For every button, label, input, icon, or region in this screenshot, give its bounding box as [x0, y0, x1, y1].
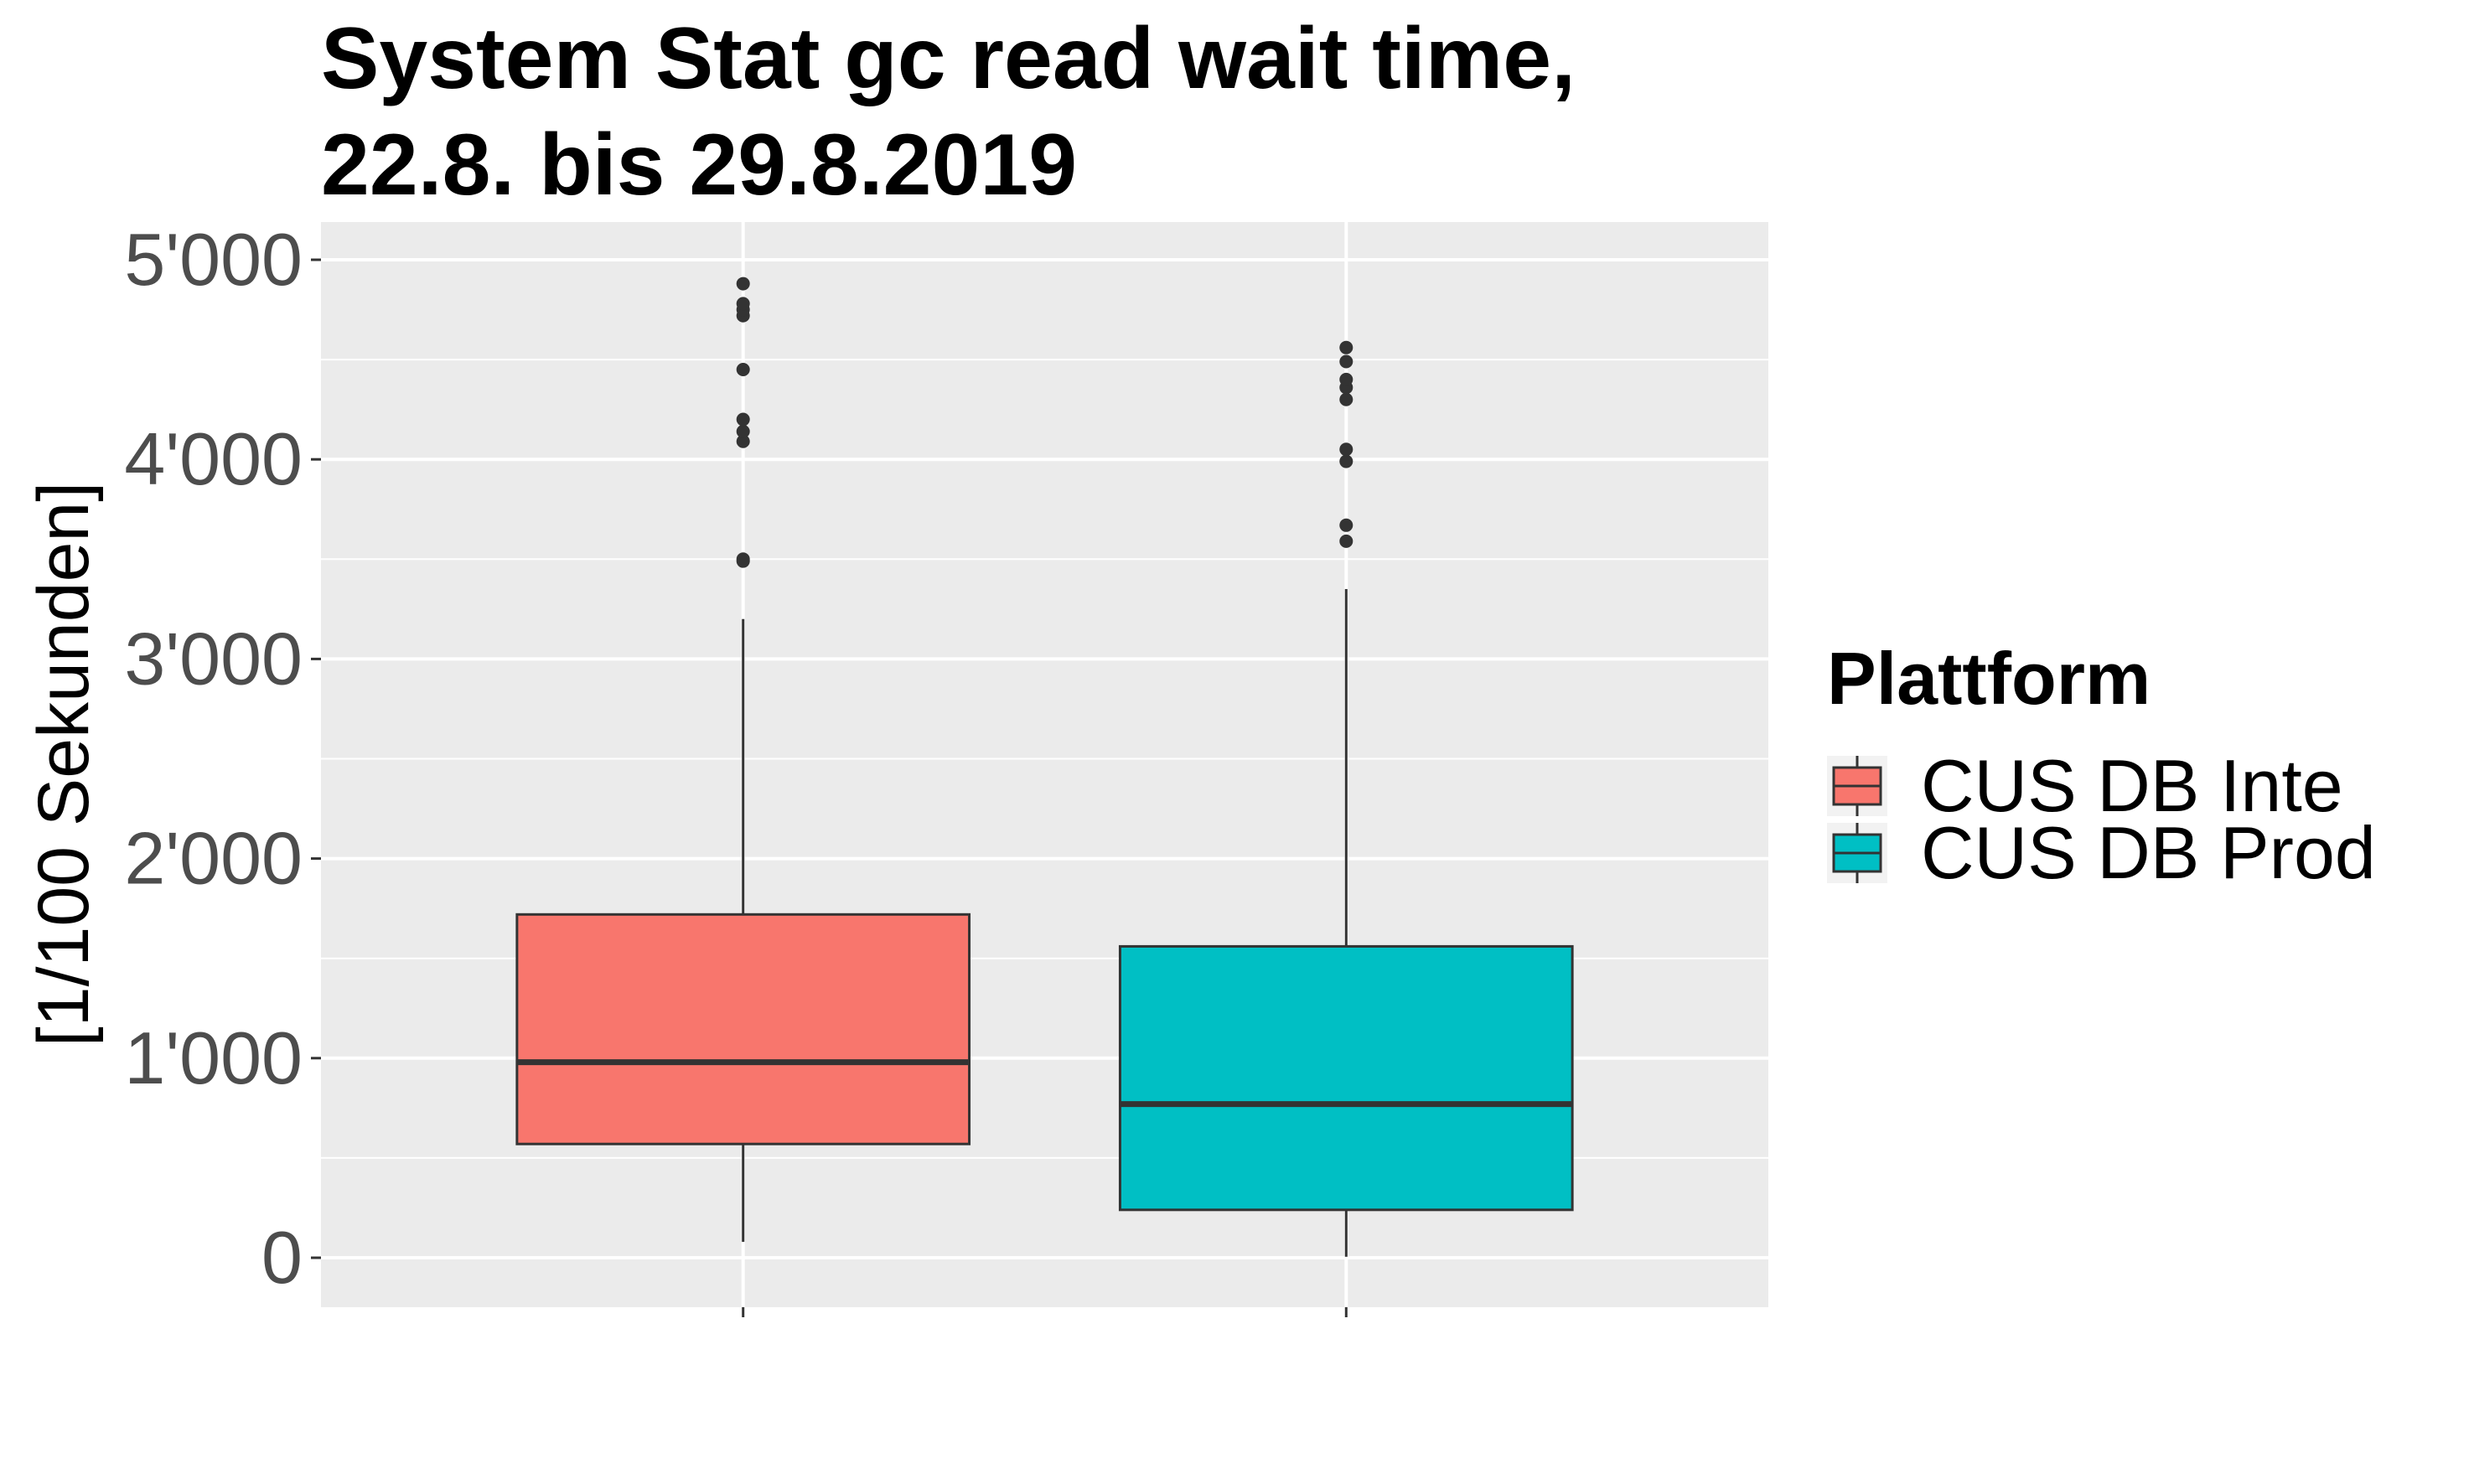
outlier-point: [736, 424, 750, 438]
box-1: [515, 277, 971, 1242]
y-tick-label: 1'000: [124, 1016, 303, 1099]
legend-label: CUS DB Inte: [1921, 744, 2343, 827]
box-2: [1118, 340, 1574, 1257]
y-tick-label: 2'000: [124, 817, 303, 900]
chart-title-line-1: System Stat gc read wait time,: [321, 10, 1576, 107]
outlier-point: [1339, 534, 1353, 548]
outlier-point: [1339, 354, 1353, 369]
y-axis-title: [1/100 Sekunden]: [23, 482, 104, 1047]
outlier-point: [1339, 454, 1353, 468]
y-tick-label: 4'000: [124, 417, 303, 500]
y-axis: 0 1'000 2'000 3'000 4'000 5'000: [124, 218, 321, 1299]
outlier-point: [736, 412, 750, 427]
outlier-point: [736, 297, 750, 311]
x-axis: [742, 1307, 1348, 1317]
y-tick-label: 0: [261, 1216, 303, 1299]
outlier-point: [736, 434, 750, 448]
y-tick-label: 5'000: [124, 218, 303, 301]
box-iqr: [515, 913, 971, 1145]
legend-entry-2: CUS DB Prod: [1827, 811, 2376, 894]
outlier-point: [1339, 372, 1353, 386]
legend-entry-1: CUS DB Inte: [1827, 744, 2343, 827]
outlier-point: [736, 363, 750, 377]
y-tick-label: 3'000: [124, 617, 303, 700]
legend-label: CUS DB Prod: [1921, 811, 2376, 894]
outlier-point: [736, 552, 750, 566]
outlier-point: [1339, 442, 1353, 457]
box-iqr: [1118, 944, 1574, 1212]
legend-title: Plattform: [1827, 637, 2151, 720]
boxes: [515, 277, 1574, 1257]
chart-title-line-2: 22.8. bis 29.8.2019: [321, 116, 1077, 214]
outlier-point: [1339, 392, 1353, 406]
outlier-point: [736, 277, 750, 291]
outlier-point: [1339, 340, 1353, 354]
outlier-point: [1339, 518, 1353, 532]
